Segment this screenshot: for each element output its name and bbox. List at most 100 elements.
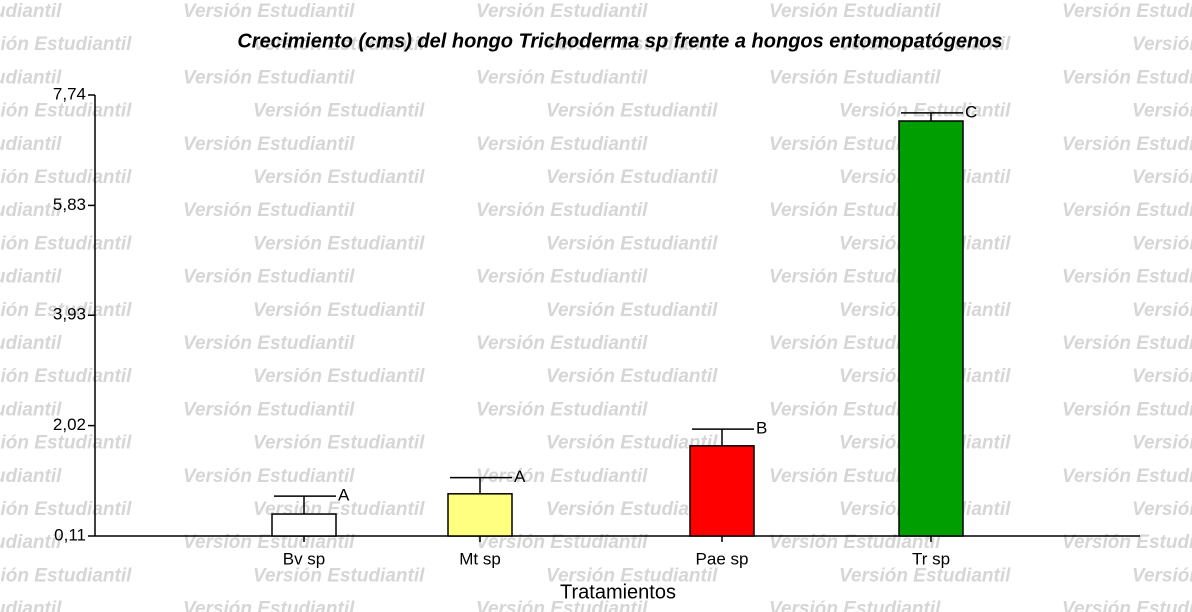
watermark-text: Versión Estudiantil — [253, 433, 425, 454]
watermark-text: Versión Estudiantil — [0, 565, 132, 586]
watermark-text: Versión Estudiantil — [1132, 499, 1192, 520]
watermark-text: Versión Estudiantil — [253, 565, 425, 586]
watermark-text: Versión Estudiantil — [183, 67, 355, 88]
watermark-text: Versión Estudiantil — [476, 134, 648, 155]
watermark-text: Versión Estudiantil — [839, 34, 1011, 55]
watermark-text: Versión Estudiantil — [183, 532, 355, 553]
watermark-text: Versión Estudiantil — [0, 399, 62, 420]
annotation: A — [338, 486, 350, 505]
watermark-text: Versión Estudiantil — [1132, 233, 1192, 254]
watermark-text: Versión Estudiantil — [0, 267, 62, 288]
watermark-text: Versión Estudiantil — [476, 200, 648, 221]
y-tick-label: 5,83 — [53, 195, 86, 214]
watermark-text: Versión Estudiantil — [476, 399, 648, 420]
chart-title: Crecimiento (cms) del hongo Trichoderma … — [237, 30, 1002, 52]
error-bar — [274, 495, 336, 515]
watermark-text: Versión Estudiantil — [253, 167, 425, 188]
watermark-text: Versión Estudiantil — [839, 565, 1011, 586]
watermark-text: Versión Estudiantil — [0, 333, 62, 354]
watermark-text: Versión Estudiantil — [253, 34, 425, 55]
watermark-text: Versión Estudiantil — [0, 466, 62, 487]
error-bar — [692, 428, 754, 446]
bar — [898, 120, 964, 537]
watermark-text: Versión Estudiantil — [0, 34, 132, 55]
annotation: A — [514, 467, 526, 486]
y-tick-label: 7,74 — [53, 84, 86, 103]
watermark-text: Versión Estudiantil — [769, 67, 941, 88]
watermark-text: Versión Estudiantil — [183, 399, 355, 420]
watermark-text: Versión Estudiantil — [769, 399, 941, 420]
watermark-text: Versión Estudiantil — [769, 134, 941, 155]
plot: 0,11 2,02 3,93 5,83 7,74 Bv sp A Mt sp A Pae sp B T… — [53, 84, 1140, 568]
watermark-text: Versión Estudiantil — [1062, 399, 1192, 420]
watermark-text: Versión Estudiantil — [769, 200, 941, 221]
watermark-text: Versión Estudiantil — [476, 1, 648, 22]
watermark-text: Versión Estudiantil — [1062, 200, 1192, 221]
watermark-text: Versión Estudiantil — [1062, 599, 1192, 612]
watermark-text: Versión Estudiantil — [0, 233, 132, 254]
watermark-text: Versión Estudiantil — [546, 167, 718, 188]
watermark-text: Versión Estudiantil — [0, 532, 62, 553]
watermark-text: Versión Estudiantil — [769, 333, 941, 354]
watermark-text: Versión Estudiantil — [0, 300, 132, 321]
watermark-text: Versión Estudiantil — [546, 101, 718, 122]
annotation: C — [965, 102, 977, 121]
watermark-text: Versión Estudiantil — [1132, 433, 1192, 454]
watermark-text: Versión Estudiantil — [1132, 565, 1192, 586]
annotation: B — [756, 419, 767, 438]
watermark-text: Versión Estudiantil — [769, 532, 941, 553]
watermark-text: Versión Estudiantil — [0, 101, 132, 122]
watermark-text: Versión Estudiantil — [546, 34, 718, 55]
y-tick-label: 3,93 — [53, 305, 86, 324]
watermark-text: Versión Estudiantil — [769, 466, 941, 487]
watermark-text: Versión Estudiantil — [0, 599, 62, 612]
watermark-text: Versión Estudiantil — [0, 167, 132, 188]
watermark-text: Versión Estudiantil — [0, 134, 62, 155]
error-bar — [901, 112, 963, 122]
bar — [271, 513, 337, 537]
watermark-text: Versión Estudiantil — [769, 267, 941, 288]
watermark-text: Versión Estudiantil — [253, 366, 425, 387]
watermark-text: Versión Estudiantil — [1062, 532, 1192, 553]
watermark-text: Versión Estudiantil — [1132, 101, 1192, 122]
watermark-text: Versión Estudiantil — [1062, 1, 1192, 22]
watermark-text: Versión Estudiantil — [546, 366, 718, 387]
watermark-text: Versión Estudiantil — [253, 233, 425, 254]
watermark-text: Versión Estudiantil — [476, 599, 648, 612]
watermark-text: Versión Estudiantil — [1132, 34, 1192, 55]
x-tick-label: Tr sp — [912, 549, 950, 568]
watermark-text: Versión Estudiantil — [839, 101, 1011, 122]
watermark-text: Versión Estudiantil — [0, 1, 62, 22]
x-tick-label: Bv sp — [283, 549, 326, 568]
watermark-text: Versión Estudiantil — [183, 200, 355, 221]
bar — [447, 493, 513, 537]
watermark-text: Versión Estudiantil — [183, 1, 355, 22]
watermark-text: Versión Estudiantil — [1062, 267, 1192, 288]
watermark-text: Versión Estudiantil — [253, 300, 425, 321]
watermark-text: Versión Estudiantil — [476, 466, 648, 487]
bar — [689, 445, 755, 537]
watermark-text: Versión Estudiantil — [1062, 466, 1192, 487]
watermark-text: Versión Estudiantil — [1062, 134, 1192, 155]
y-tick-label: 0,11 — [54, 525, 86, 544]
watermark-text: Versión Estudiantil — [769, 599, 941, 612]
watermark-text: Versión Estudiantil — [546, 233, 718, 254]
watermark-text: Versión Estudiantil — [1062, 67, 1192, 88]
watermark-text: Versión Estudiantil — [476, 267, 648, 288]
y-tick-label: 2,02 — [53, 415, 86, 434]
watermark-text: Versión Estudiantil — [546, 433, 718, 454]
watermark-text: Versión Estudiantil — [183, 466, 355, 487]
watermark-text: Versión Estudiantil — [1132, 167, 1192, 188]
watermark-text: Versión Estudiantil — [253, 101, 425, 122]
x-tick-label: Pae sp — [696, 549, 749, 568]
watermark-text: Versión Estudiantil — [1132, 300, 1192, 321]
watermark-text: Versión Estudiantil — [0, 366, 132, 387]
watermark-text: Versión Estudiantil — [0, 67, 62, 88]
watermark-text: Versión Estudiantil — [476, 532, 648, 553]
watermark-text: Versión Estudiantil — [183, 134, 355, 155]
watermark-text: Versión Estudiantil — [546, 565, 718, 586]
watermark-text: Versión Estudiantil — [0, 433, 132, 454]
x-axis-label: Tratamientos — [560, 581, 676, 603]
